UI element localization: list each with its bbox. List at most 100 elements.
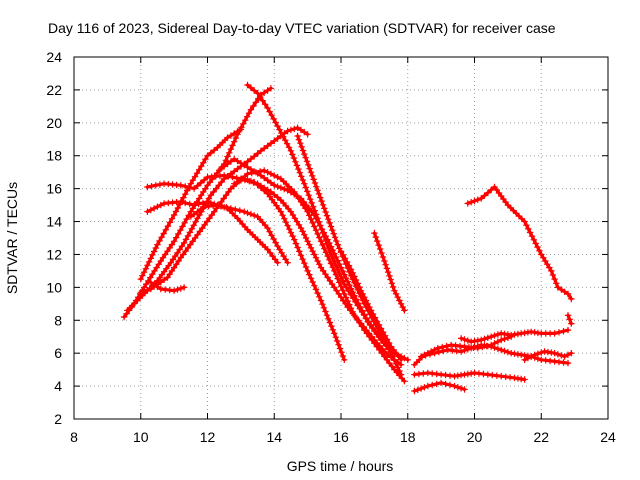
plus-marker bbox=[331, 258, 338, 266]
data-point bbox=[331, 330, 338, 337]
plus-marker bbox=[152, 244, 159, 252]
plus-marker bbox=[389, 283, 397, 291]
plus-marker bbox=[422, 352, 429, 359]
data-point bbox=[478, 195, 485, 202]
plus-marker bbox=[326, 277, 334, 284]
plus-marker bbox=[158, 234, 165, 241]
plus-marker bbox=[220, 195, 227, 202]
y-tick-label: 10 bbox=[46, 279, 62, 295]
plus-marker bbox=[528, 233, 536, 240]
plus-marker bbox=[368, 333, 375, 340]
plus-marker bbox=[261, 89, 268, 96]
data-point bbox=[484, 371, 491, 378]
data-point bbox=[424, 369, 431, 377]
plus-marker bbox=[196, 195, 203, 202]
data-point bbox=[227, 185, 235, 192]
plus-marker bbox=[328, 280, 336, 288]
plus-marker bbox=[182, 199, 189, 207]
plus-marker bbox=[153, 264, 160, 271]
plus-marker bbox=[287, 126, 295, 134]
plus-marker bbox=[140, 288, 148, 295]
plus-marker bbox=[339, 267, 346, 275]
data-point bbox=[564, 312, 572, 319]
plus-marker bbox=[349, 310, 357, 317]
plus-marker bbox=[336, 269, 343, 277]
plus-marker bbox=[297, 140, 304, 147]
data-point bbox=[297, 224, 305, 232]
plus-marker bbox=[386, 272, 393, 279]
plus-marker bbox=[231, 168, 238, 175]
plus-marker bbox=[193, 170, 201, 177]
plus-marker bbox=[322, 232, 329, 240]
plus-marker bbox=[383, 356, 391, 363]
data-point bbox=[271, 182, 278, 189]
plus-marker bbox=[530, 236, 537, 243]
plus-marker bbox=[329, 264, 336, 271]
plus-marker bbox=[363, 326, 370, 334]
data-point bbox=[401, 307, 408, 314]
plus-marker bbox=[461, 347, 468, 354]
plus-marker bbox=[312, 286, 320, 293]
plus-marker bbox=[295, 165, 302, 173]
data-point bbox=[144, 183, 151, 191]
data-point bbox=[444, 346, 451, 354]
y-axis-label: SDTVAR / TECUs bbox=[4, 182, 20, 294]
plus-marker bbox=[168, 215, 176, 222]
plus-marker bbox=[176, 246, 183, 253]
plus-marker bbox=[292, 240, 300, 247]
plus-marker bbox=[318, 197, 325, 205]
plus-marker bbox=[323, 312, 331, 319]
plus-marker bbox=[276, 246, 283, 253]
plus-marker bbox=[457, 385, 465, 392]
plus-marker bbox=[150, 281, 158, 288]
data-point bbox=[177, 198, 184, 205]
plus-marker bbox=[340, 297, 347, 304]
data-point bbox=[221, 172, 228, 179]
data-point bbox=[464, 200, 471, 207]
plus-marker bbox=[269, 252, 276, 260]
plus-marker bbox=[287, 229, 295, 236]
plus-marker bbox=[267, 179, 275, 187]
data-point bbox=[417, 353, 425, 360]
plus-marker bbox=[252, 99, 260, 106]
plus-marker bbox=[558, 352, 565, 359]
y-tick-label: 14 bbox=[46, 214, 62, 230]
plus-marker bbox=[309, 248, 316, 255]
data-point bbox=[371, 229, 378, 237]
plus-marker bbox=[213, 185, 220, 192]
plus-marker bbox=[326, 256, 333, 263]
data-point bbox=[491, 183, 498, 191]
data-point bbox=[307, 169, 315, 176]
plus-marker bbox=[200, 188, 207, 196]
data-point bbox=[548, 267, 555, 275]
plus-marker bbox=[156, 237, 163, 245]
data-point bbox=[347, 266, 355, 273]
plus-marker bbox=[173, 261, 180, 268]
data-point bbox=[397, 356, 405, 363]
data-point bbox=[411, 371, 418, 378]
plus-marker bbox=[192, 218, 199, 225]
plus-marker bbox=[174, 204, 181, 212]
plus-marker bbox=[232, 134, 240, 142]
data-point bbox=[204, 173, 211, 181]
data-point bbox=[518, 351, 525, 358]
plus-marker bbox=[271, 172, 278, 179]
plus-marker bbox=[145, 258, 153, 266]
plus-marker bbox=[316, 234, 323, 241]
data-point bbox=[204, 152, 211, 159]
plus-marker bbox=[283, 140, 291, 147]
data-point bbox=[264, 104, 271, 112]
data-point bbox=[424, 382, 431, 390]
data-point bbox=[297, 195, 305, 202]
plus-marker bbox=[361, 294, 368, 301]
data-point bbox=[458, 348, 465, 355]
x-tick-label: 14 bbox=[266, 429, 282, 445]
data-point bbox=[518, 330, 525, 337]
plus-marker bbox=[360, 311, 368, 318]
plus-marker bbox=[334, 275, 341, 282]
plus-marker bbox=[162, 226, 169, 233]
data-point bbox=[511, 374, 518, 382]
plus-marker bbox=[267, 170, 275, 177]
data-point bbox=[387, 343, 395, 350]
